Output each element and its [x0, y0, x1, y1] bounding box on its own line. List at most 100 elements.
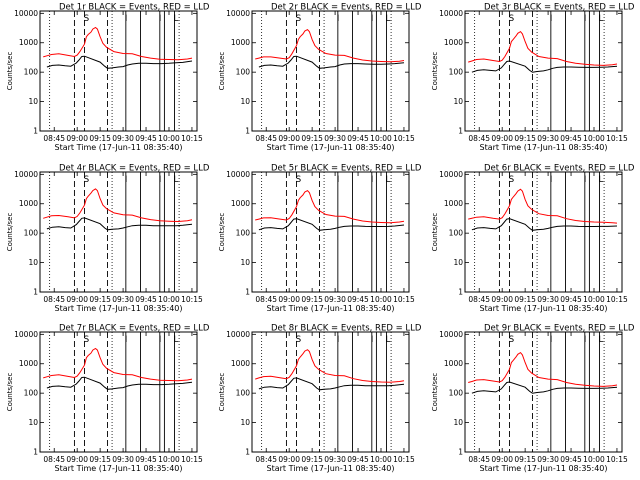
- plot-frame: [39, 10, 198, 132]
- event-marker-label: L: [598, 14, 603, 24]
- x-tick-label: 08:45: [43, 134, 65, 143]
- y-tick-label: 100: [236, 68, 251, 77]
- event-marker-label: I: [371, 335, 374, 345]
- x-tick-label: 10:00: [370, 455, 392, 464]
- y-tick-label: 1000: [444, 38, 463, 47]
- y-tick-label: 10: [240, 418, 250, 427]
- x-axis-label: Start Time (17-Jun-11 08:35:40): [55, 143, 183, 152]
- event-marker-label: S: [508, 14, 514, 24]
- events-series-line: [46, 217, 193, 231]
- x-tick-label: 09:45: [347, 295, 369, 304]
- x-tick-label: 09:45: [347, 455, 369, 464]
- y-tick-label: 1: [458, 288, 463, 297]
- x-tick-label: 09:45: [135, 455, 157, 464]
- event-marker-label: I: [159, 175, 162, 185]
- x-tick-label: 09:00: [66, 295, 88, 304]
- y-tick-label: 10000: [226, 9, 250, 18]
- x-tick-label: 08:45: [255, 455, 277, 464]
- plot-frame: [464, 10, 623, 132]
- y-tick-label: 100: [24, 229, 39, 238]
- y-axis-label: Counts/sec: [6, 213, 14, 252]
- x-tick-label: 08:45: [468, 134, 490, 143]
- event-marker-label: I: [125, 14, 128, 24]
- x-tick-label: 10:00: [158, 134, 180, 143]
- x-tick-label: 10:00: [370, 134, 392, 143]
- event-marker-label: L: [385, 14, 390, 24]
- x-tick-label: 09:30: [112, 295, 134, 304]
- x-tick-label: 09:00: [491, 295, 513, 304]
- plot-frame: [464, 171, 623, 293]
- panel-title: Det 6r BLACK = Events, RED = LLD: [484, 164, 635, 174]
- event-marker-label: I: [159, 335, 162, 345]
- x-tick-label: 09:00: [491, 134, 513, 143]
- y-tick-label: 10: [28, 258, 38, 267]
- x-axis-label: Start Time (17-Jun-11 08:35:40): [267, 304, 395, 313]
- panel-title: Det 5r BLACK = Events, RED = LLD: [271, 164, 422, 174]
- x-tick-label: 09:00: [66, 455, 88, 464]
- lld-series-line: [43, 347, 193, 382]
- x-tick-label: 10:15: [393, 455, 415, 464]
- y-tick-label: 10: [453, 97, 463, 106]
- event-marker-label: S: [295, 175, 301, 185]
- x-axis-label: Start Time (17-Jun-11 08:35:40): [55, 464, 183, 473]
- y-tick-label: 100: [24, 68, 39, 77]
- y-axis-label: Counts/sec: [218, 373, 226, 412]
- y-tick-label: 10: [453, 418, 463, 427]
- event-marker-label: S: [83, 335, 89, 345]
- x-tick-label: 09:15: [89, 295, 111, 304]
- y-tick-label: 10000: [14, 170, 38, 179]
- y-tick-label: 1000: [231, 359, 250, 368]
- event-marker-label: L: [385, 175, 390, 185]
- event-marker-label: I: [337, 14, 340, 24]
- y-axis-label: Counts/sec: [6, 373, 14, 412]
- y-tick-label: 10000: [226, 170, 250, 179]
- x-tick-label: 09:15: [514, 295, 536, 304]
- x-tick-label: 09:45: [560, 455, 582, 464]
- x-tick-label: 09:00: [66, 134, 88, 143]
- y-tick-label: 10000: [14, 330, 38, 339]
- x-tick-label: 10:00: [583, 455, 605, 464]
- x-tick-label: 09:15: [301, 295, 323, 304]
- plot-frame: [39, 331, 198, 453]
- x-tick-label: 08:45: [255, 134, 277, 143]
- panel-title: Det 3r BLACK = Events, RED = LLD: [484, 3, 635, 13]
- x-tick-label: 09:45: [347, 134, 369, 143]
- x-tick-label: 09:30: [112, 455, 134, 464]
- event-marker-label: I: [337, 335, 340, 345]
- x-tick-label: 08:45: [43, 455, 65, 464]
- x-tick-label: 09:30: [537, 455, 559, 464]
- x-tick-label: 09:45: [560, 134, 582, 143]
- x-tick-label: 08:45: [468, 455, 490, 464]
- x-tick-label: 10:15: [181, 295, 203, 304]
- plot-frame: [251, 331, 410, 453]
- events-series-line: [46, 55, 193, 69]
- event-marker-label: I: [550, 335, 553, 345]
- event-marker-label: L: [598, 175, 603, 185]
- y-tick-label: 1: [245, 288, 250, 297]
- x-tick-label: 10:15: [606, 455, 628, 464]
- y-tick-label: 100: [24, 389, 39, 398]
- events-series-line: [258, 218, 405, 231]
- lld-series-line: [43, 26, 193, 61]
- event-marker-label: L: [385, 335, 390, 345]
- plot-frame: [251, 10, 410, 132]
- event-marker-label: I: [584, 335, 587, 345]
- y-tick-label: 10: [28, 97, 38, 106]
- lld-series-line: [255, 28, 405, 63]
- y-tick-label: 1000: [444, 199, 463, 208]
- y-tick-label: 100: [236, 229, 251, 238]
- x-axis-label: Start Time (17-Jun-11 08:35:40): [55, 304, 183, 313]
- x-tick-label: 08:45: [43, 295, 65, 304]
- x-tick-label: 09:15: [89, 455, 111, 464]
- y-tick-label: 1: [458, 127, 463, 136]
- x-tick-label: 10:00: [370, 295, 392, 304]
- panel-title: Det 1r BLACK = Events, RED = LLD: [59, 3, 210, 13]
